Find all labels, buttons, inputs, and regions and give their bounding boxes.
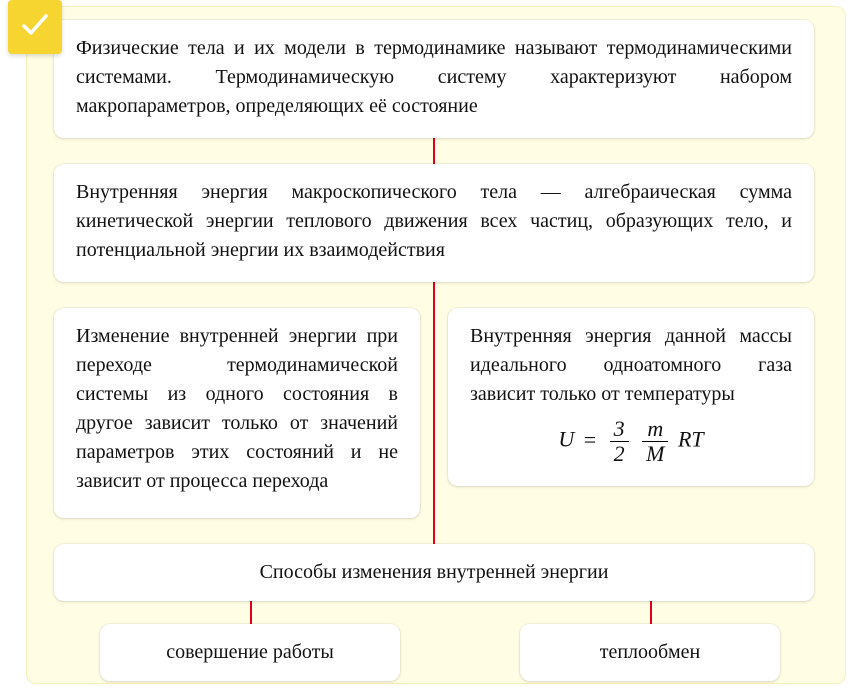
box-ideal-gas-energy: Внутренняя энергия данной массы идеально… <box>448 308 814 486</box>
text: теплообмен <box>600 641 701 663</box>
text: совершение работы <box>166 641 334 663</box>
connector <box>433 138 435 164</box>
text: Изменение внутренней энергии при переход… <box>76 325 398 492</box>
frac-den: M <box>642 442 668 466</box>
box-internal-energy-def: Внутренняя энергия макроскопического тел… <box>54 164 814 282</box>
formula-internal-energy: U = 3 2 m M RT <box>470 417 792 466</box>
text: Внутренняя энергия данной массы идеально… <box>470 325 792 405</box>
connector <box>433 282 435 544</box>
box-state-function: Изменение внутренней энергии при переход… <box>54 308 420 518</box>
box-heat-exchange: теплообмен <box>520 624 780 681</box>
frac-den: 2 <box>610 442 629 466</box>
formula-frac-m-over-M: m M <box>642 417 668 466</box>
formula-lhs: U <box>558 427 574 452</box>
check-badge <box>8 0 62 54</box>
text: Способы изменения внутренней энергии <box>260 561 609 583</box>
connector <box>250 598 252 624</box>
box-thermo-systems: Физические тела и их модели в термодинам… <box>54 20 814 138</box>
formula-frac-three-halves: 3 2 <box>610 417 629 466</box>
text: Внутренняя энергия макроскопического тел… <box>76 181 792 261</box>
box-change-methods: Способы изменения внутренней энергии <box>54 544 814 601</box>
connector <box>650 598 652 624</box>
formula-eq: = <box>584 427 596 452</box>
text: Физические тела и их модели в термодинам… <box>76 37 792 117</box>
formula-tail: RT <box>678 427 704 452</box>
frac-num: 3 <box>610 417 629 442</box>
frac-num: m <box>642 417 668 442</box>
check-icon <box>20 10 50 40</box>
box-work: совершение работы <box>100 624 400 681</box>
